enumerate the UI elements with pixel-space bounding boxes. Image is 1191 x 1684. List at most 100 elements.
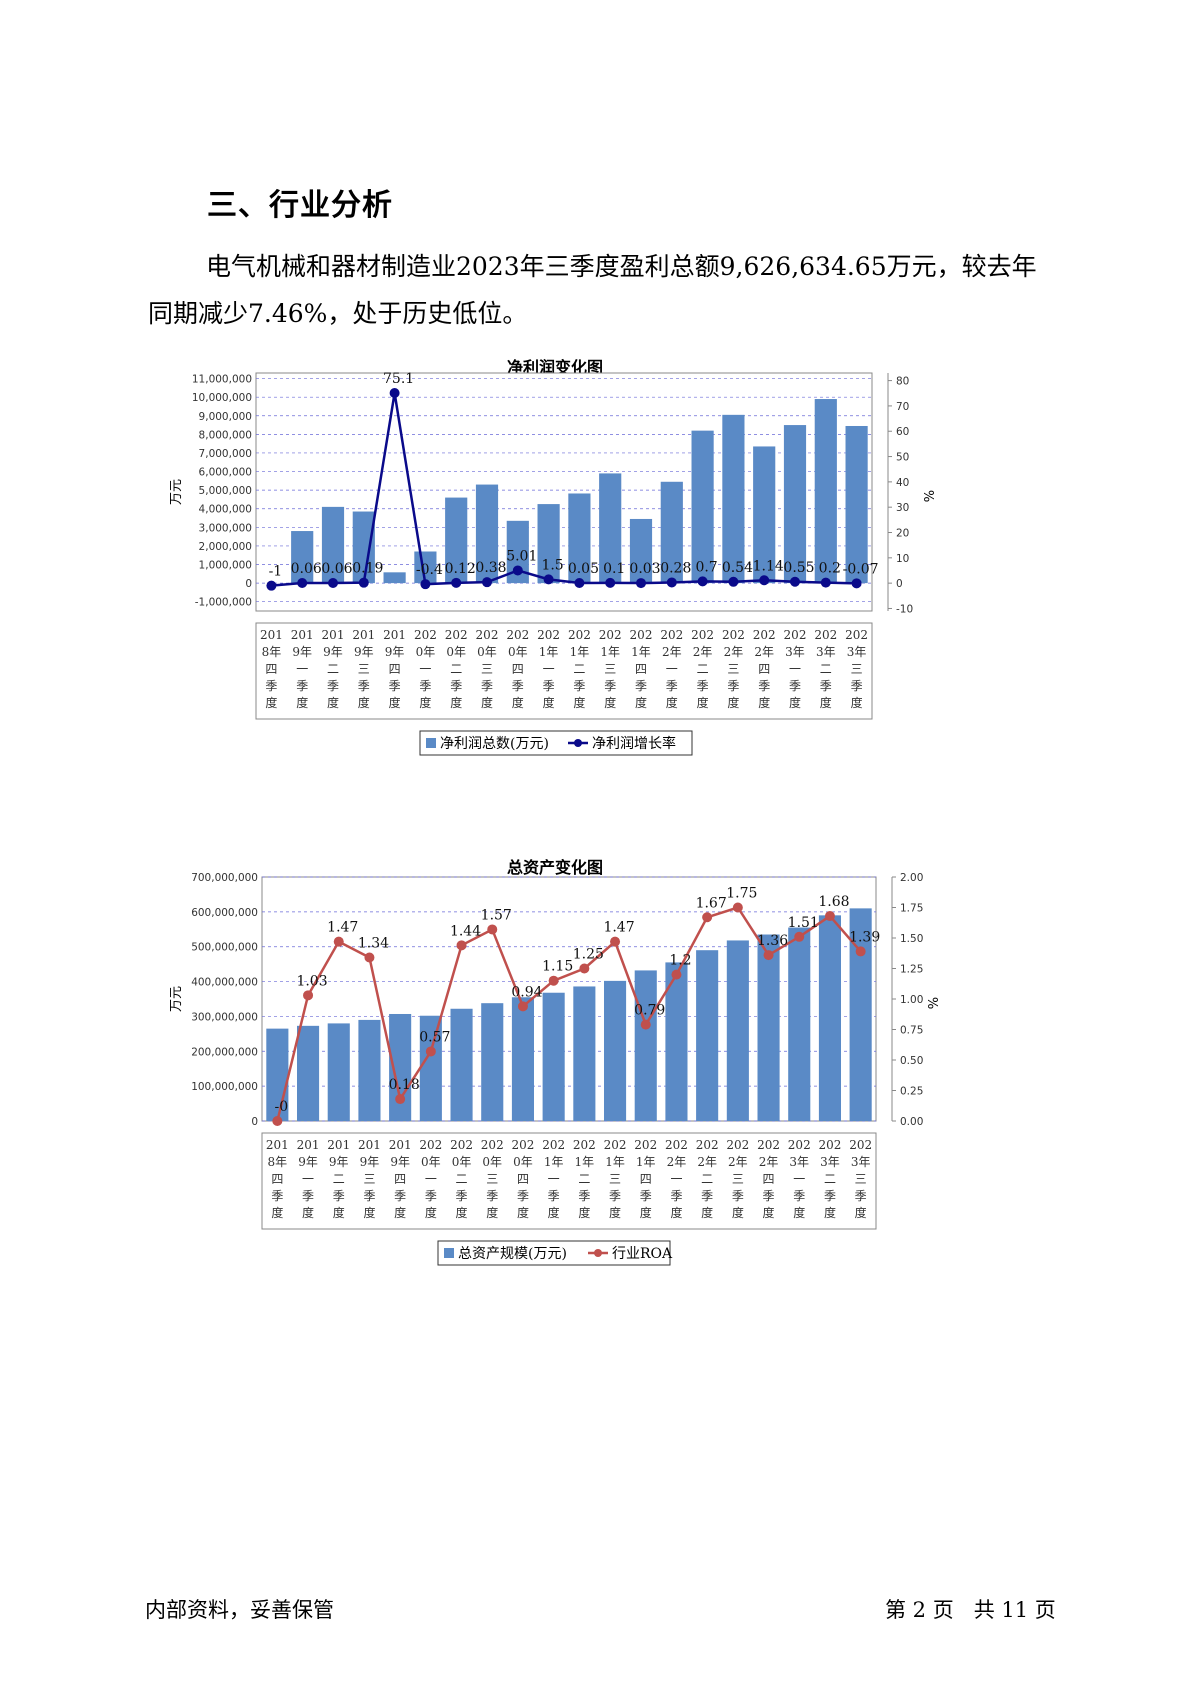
line-point xyxy=(482,577,492,588)
x-tick-label: 202 0年一季度 xyxy=(414,628,437,710)
line-point xyxy=(395,1094,406,1105)
data-label: 1.47 xyxy=(603,920,634,936)
bar xyxy=(814,399,837,584)
y2-tick-label: 10 xyxy=(896,553,909,565)
line-point xyxy=(671,969,682,980)
x-tick-label: 202 3年一季度 xyxy=(788,1138,811,1220)
x-tick-label: 201 9年一季度 xyxy=(291,628,314,710)
footer-confidential: 内部资料，妥善保管 xyxy=(145,1598,334,1622)
x-tick-label: 202 1年一季度 xyxy=(537,628,560,710)
y2-tick-label: 2.00 xyxy=(900,872,923,884)
bar xyxy=(722,414,745,584)
line-point xyxy=(763,950,774,961)
legend-line-marker xyxy=(574,739,582,747)
y-tick-label: 5,000,000 xyxy=(199,485,252,497)
data-label: 1.03 xyxy=(296,973,327,989)
y2-tick-label: 0.00 xyxy=(900,1116,923,1128)
bar xyxy=(573,986,596,1121)
x-tick-label: 202 0年三季度 xyxy=(481,1138,504,1220)
line-point xyxy=(759,575,770,586)
legend-box xyxy=(437,1240,671,1266)
y2-tick-label: 1.50 xyxy=(900,933,923,945)
bar xyxy=(389,1013,412,1121)
data-label: 1.75 xyxy=(726,886,757,902)
bar xyxy=(450,1008,473,1121)
bar xyxy=(726,940,749,1121)
x-tick-label: 202 1年四季度 xyxy=(634,1138,657,1220)
x-tick-label: 202 0年二季度 xyxy=(450,1138,473,1220)
data-label: 1.15 xyxy=(542,959,573,975)
x-tick-label: 202 0年二季度 xyxy=(445,628,468,710)
bar xyxy=(419,1015,442,1121)
line-point xyxy=(794,931,805,942)
y-tick-label: 9,000,000 xyxy=(199,411,252,423)
total-assets-chart: 总资产变化图 0 100,000,000 200,000,000 300,000,000… xyxy=(170,855,1020,1315)
bar xyxy=(506,520,529,584)
data-label: -0 xyxy=(275,1099,289,1115)
y-tick-label: 700,000,000 xyxy=(191,872,258,884)
data-label: 0.19 xyxy=(352,561,383,577)
data-label: 0.18 xyxy=(389,1077,420,1093)
x-tick-label: 202 2年三季度 xyxy=(726,1138,749,1220)
line-point xyxy=(297,577,308,588)
line-point xyxy=(579,963,590,974)
line-point xyxy=(666,577,677,588)
x-tick-label: 201 9年一季度 xyxy=(297,1138,320,1220)
legend: 总资产规模(万元) 行业ROA xyxy=(437,1240,673,1266)
y2-tick-label: 1.00 xyxy=(900,994,923,1006)
bar xyxy=(414,551,437,584)
x-tick-label: 202 0年四季度 xyxy=(506,628,529,710)
x-tick-label: 201 8年四季度 xyxy=(266,1138,289,1220)
line-point xyxy=(517,1001,528,1012)
line-point xyxy=(548,975,559,986)
y2-tick-label: 0.50 xyxy=(900,1055,923,1067)
y2-axis-label: % xyxy=(927,997,942,1009)
data-label: -1 xyxy=(269,564,283,580)
y-tick-label: 500,000,000 xyxy=(191,942,258,954)
x-tick-label: 202 3年二季度 xyxy=(818,1138,841,1220)
bar xyxy=(568,493,591,584)
line-point xyxy=(364,952,375,963)
x-tick-label: 202 3年一季度 xyxy=(784,628,807,710)
bar xyxy=(665,962,688,1121)
x-tick-label: 201 8年四季度 xyxy=(260,628,283,710)
y-tick-label: 11,000,000 xyxy=(192,374,252,386)
y-tick-label: 100,000,000 xyxy=(191,1081,258,1093)
bar xyxy=(445,497,468,584)
net-profit-chart: 净利润变化图 -1,000,000 0 1,000,000 2,000,000 3,000… xyxy=(170,355,1020,815)
line-point xyxy=(574,578,585,589)
series-line xyxy=(271,392,857,587)
y2-tick-label: 0 xyxy=(896,578,903,590)
chart-title: 总资产变化图 xyxy=(507,858,603,877)
data-label: 1.39 xyxy=(849,929,880,945)
line-point xyxy=(605,577,616,588)
data-label: 0.7 xyxy=(695,559,717,575)
legend-bar-swatch xyxy=(444,1248,454,1258)
x-tick-label: 202 3年二季度 xyxy=(814,628,837,710)
legend-bar-swatch xyxy=(426,738,436,748)
x-tick-label: 202 2年四季度 xyxy=(753,628,776,710)
line-point xyxy=(420,579,431,590)
data-label: 0.12 xyxy=(445,561,476,577)
y-tick-label: 4,000,000 xyxy=(199,504,252,516)
y-tick-label: 1,000,000 xyxy=(199,560,252,572)
data-label: 1.34 xyxy=(358,936,389,952)
y2-tick-label: 30 xyxy=(896,502,909,514)
line-point xyxy=(456,940,467,951)
y-tick-label: 3,000,000 xyxy=(199,522,252,534)
footer-page-number: 第 2 页 共 11 页 xyxy=(885,1598,1056,1622)
x-tick-label: 202 3年三季度 xyxy=(845,628,868,710)
y-tick-label: 300,000,000 xyxy=(191,1011,258,1023)
x-tick-label: 202 1年三季度 xyxy=(599,628,622,710)
x-tick-label: 202 1年二季度 xyxy=(573,1138,596,1220)
y-tick-label: 2,000,000 xyxy=(199,541,252,553)
bar xyxy=(542,992,565,1121)
x-tick-label: 201 9年二季度 xyxy=(327,1138,350,1220)
bar xyxy=(845,425,868,584)
y-tick-label: 600,000,000 xyxy=(191,907,258,919)
data-label: 1.25 xyxy=(573,947,604,963)
plot-area xyxy=(261,876,877,1122)
line-point xyxy=(272,1116,283,1126)
x-tick-label: 202 3年三季度 xyxy=(849,1138,872,1220)
y2-tick-label: 1.75 xyxy=(900,903,923,915)
